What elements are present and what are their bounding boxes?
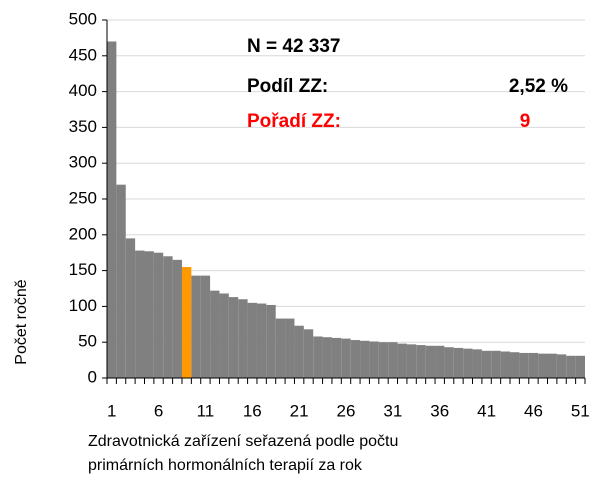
- annotation: 9: [520, 111, 531, 132]
- y-tick-label: 300: [69, 153, 97, 172]
- y-axis-title: Počet ročně: [13, 279, 30, 364]
- x-tick-label: 21: [290, 401, 309, 420]
- bar: [556, 354, 567, 378]
- y-tick-label: 450: [69, 45, 97, 64]
- bar: [116, 184, 126, 378]
- bar: [472, 349, 482, 378]
- y-tick-label: 200: [69, 224, 97, 243]
- bar: [341, 338, 351, 378]
- bar: [369, 341, 379, 378]
- bar: [322, 337, 332, 378]
- bar: [500, 351, 511, 378]
- annotation: 2,52 %: [509, 76, 568, 97]
- bar: [303, 329, 314, 378]
- bar: [425, 345, 436, 378]
- bar: [528, 352, 539, 378]
- y-tick-label: 250: [69, 188, 97, 207]
- bar: [191, 275, 201, 378]
- bar: [107, 41, 117, 378]
- bar: [144, 251, 154, 378]
- x-tick-label: 16: [243, 401, 262, 420]
- bar: [181, 267, 192, 378]
- bar: [519, 352, 529, 378]
- bar: [397, 343, 407, 378]
- bar: [575, 355, 585, 378]
- bar: [444, 347, 454, 378]
- bar: [294, 325, 304, 378]
- bar: [135, 250, 145, 378]
- bar: [219, 293, 229, 378]
- x-tick-label: 11: [197, 401, 215, 420]
- bar: [331, 337, 342, 378]
- bar: [360, 340, 370, 378]
- bar: [378, 342, 389, 378]
- bar: [453, 347, 464, 378]
- bar: [163, 256, 173, 378]
- bar: [388, 342, 398, 378]
- y-tick-label: 0: [88, 367, 97, 386]
- bar: [200, 275, 211, 378]
- bar: [238, 299, 248, 378]
- bar: [547, 353, 557, 378]
- x-tick-label: 26: [337, 401, 356, 420]
- bar: [125, 238, 136, 378]
- bar: [350, 340, 361, 378]
- y-tick-label: 150: [69, 260, 97, 279]
- bar: [172, 259, 182, 378]
- bar: [313, 336, 323, 378]
- x-axis-title: primárních hormonálních terapií za rok: [88, 457, 363, 474]
- bar: [481, 350, 492, 378]
- bar: [463, 348, 473, 378]
- bar: [538, 353, 548, 378]
- bar: [491, 350, 501, 378]
- x-tick-label: 1: [107, 401, 116, 420]
- x-tick-label: 36: [430, 401, 449, 420]
- x-tick-label: 31: [383, 401, 402, 420]
- bar: [435, 345, 445, 378]
- annotation: Pořadí ZZ:: [247, 111, 341, 132]
- annotation: Podíl ZZ:: [247, 76, 328, 97]
- bar: [266, 304, 276, 378]
- bar: [510, 352, 520, 378]
- y-tick-label: 400: [69, 81, 97, 100]
- x-axis-title: Zdravotnická zařízení seřazená podle poč…: [88, 433, 398, 450]
- y-tick-label: 350: [69, 117, 97, 136]
- x-tick-label: 41: [477, 401, 496, 420]
- bar: [210, 290, 220, 378]
- x-tick-label: 6: [154, 401, 163, 420]
- x-tick-label: 51: [571, 401, 590, 420]
- annotation: N = 42 337: [247, 36, 341, 57]
- bar: [153, 252, 164, 378]
- bar: [247, 302, 257, 378]
- y-tick-label: 500: [69, 9, 97, 28]
- bar: [406, 344, 417, 378]
- x-tick-label: 46: [524, 401, 543, 420]
- bar: [285, 318, 295, 378]
- y-tick-label: 50: [78, 332, 97, 351]
- y-tick-label: 100: [69, 296, 97, 315]
- bar: [228, 297, 239, 378]
- bar: [566, 355, 576, 378]
- bar: [256, 303, 267, 378]
- bar: [416, 345, 426, 378]
- bar: [275, 318, 286, 378]
